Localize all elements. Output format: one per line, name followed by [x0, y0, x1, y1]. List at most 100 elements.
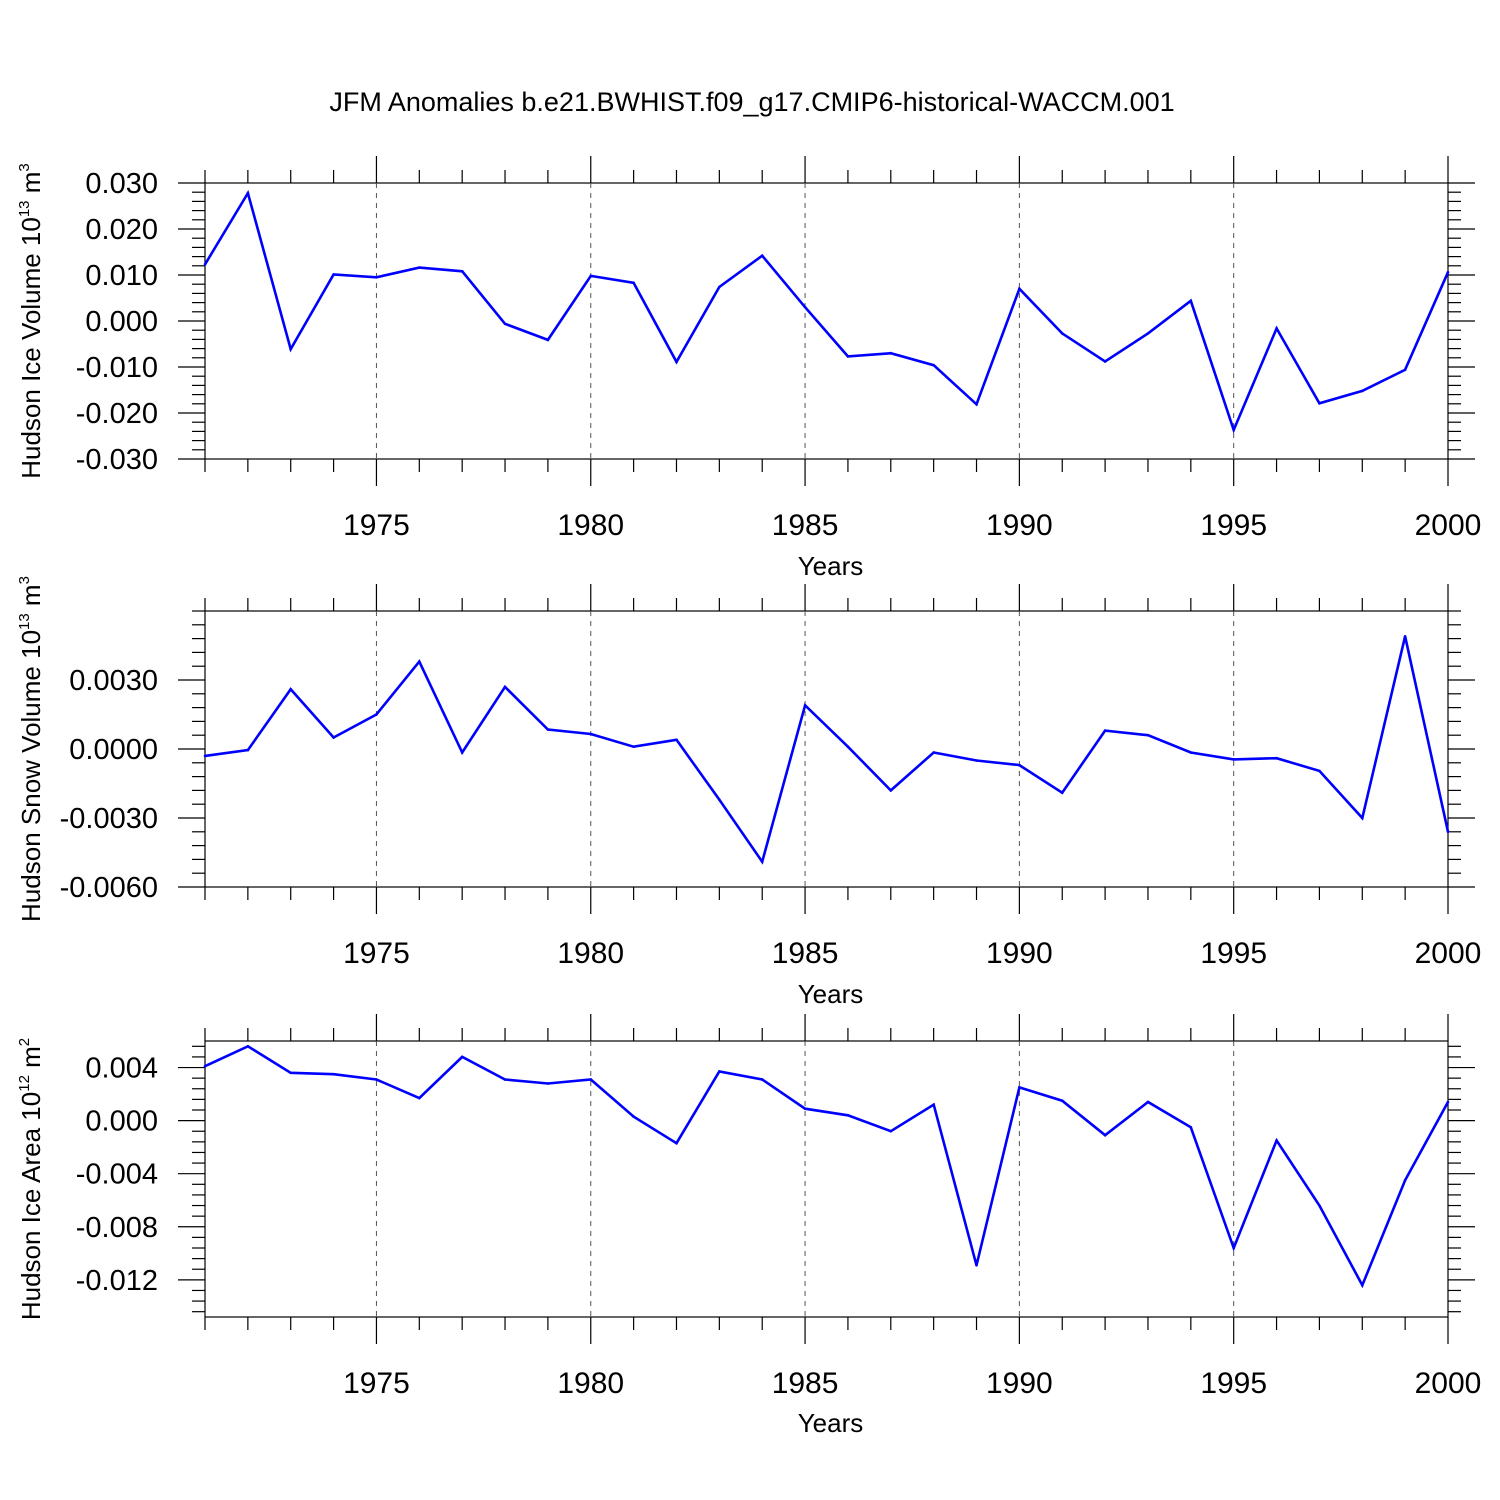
data-point — [1018, 1086, 1021, 1089]
data-point — [375, 713, 378, 716]
x-tick-label: 1995 — [1200, 1367, 1267, 1400]
data-point — [589, 1078, 593, 1081]
data-point — [203, 263, 207, 266]
y-tick-label: 0.004 — [85, 1053, 158, 1085]
data-point — [332, 1072, 335, 1076]
data-point — [1318, 402, 1321, 405]
data-point — [460, 1055, 464, 1059]
y-tick-label: -0.0030 — [60, 803, 158, 835]
data-point — [846, 1114, 850, 1117]
data-point — [375, 276, 378, 279]
data-point — [1103, 1133, 1107, 1137]
x-tick-label: 1975 — [343, 509, 410, 542]
y-tick-label: 0.0030 — [69, 665, 158, 697]
data-point — [503, 685, 507, 689]
x-axis-label: Years — [798, 979, 864, 1009]
x-tick-label: 1990 — [986, 1367, 1053, 1400]
y-tick-label: 0.020 — [85, 214, 158, 246]
data-point — [332, 736, 335, 739]
data-point — [975, 1264, 978, 1267]
data-point — [632, 1115, 635, 1118]
data-point — [246, 191, 250, 195]
y-axis-label: Hudson Ice Volume 1013 m3 — [16, 163, 46, 479]
data-point — [1189, 751, 1193, 754]
data-point — [289, 1071, 293, 1075]
x-tick-label: 1985 — [772, 1367, 839, 1400]
data-point — [1232, 1246, 1235, 1250]
data-point — [589, 732, 593, 736]
y-tick-label: -0.010 — [76, 352, 158, 384]
data-point — [1318, 769, 1321, 773]
data-point — [932, 1103, 935, 1106]
series-line — [204, 1044, 1450, 1289]
plot-panel-2: 1975 1980 1985 1990 1995 2000 0.0030 0.0000 -0.0… — [16, 576, 1481, 1009]
data-point — [889, 789, 893, 792]
data-point — [1060, 791, 1064, 794]
plot-frame — [204, 182, 1449, 460]
data-point — [289, 687, 293, 691]
data-point — [718, 285, 721, 289]
data-point — [803, 704, 807, 707]
plot-frame — [204, 1040, 1449, 1318]
data-point — [1275, 1139, 1278, 1142]
data-point — [803, 1107, 807, 1110]
data-point — [1018, 287, 1021, 291]
data-point — [418, 660, 421, 663]
x-tick-label: 1995 — [1200, 509, 1267, 542]
data-point — [246, 748, 250, 752]
data-point — [203, 754, 207, 758]
x-tick-label: 1995 — [1200, 937, 1267, 970]
x-tick-label: 1980 — [557, 937, 624, 970]
data-point — [1018, 763, 1021, 767]
y-tick-label: -0.012 — [76, 1265, 158, 1297]
data-point — [1146, 1100, 1150, 1104]
data-point — [546, 1082, 550, 1085]
data-point — [460, 270, 464, 273]
data-point — [1403, 368, 1407, 372]
data-point — [803, 305, 807, 309]
data-point — [503, 1078, 507, 1081]
data-point — [632, 745, 635, 748]
data-point — [589, 274, 593, 278]
x-tick-label: 1975 — [343, 1367, 410, 1400]
data-point — [975, 759, 978, 762]
x-axis-label: Years — [798, 1408, 864, 1438]
data-point — [289, 347, 293, 351]
y-tick-label: 0.0000 — [69, 734, 158, 766]
y-tick-label: 0.010 — [85, 260, 158, 292]
data-point — [246, 1045, 250, 1048]
x-tick-label: 1985 — [772, 509, 839, 542]
x-tick-label: 2000 — [1415, 937, 1482, 970]
y-tick-label: -0.020 — [76, 398, 158, 430]
data-point — [975, 403, 978, 406]
x-tick-label: 1985 — [772, 937, 839, 970]
data-point — [1361, 816, 1364, 820]
data-point — [1446, 830, 1450, 834]
plot-panel-1: 1975 1980 1985 1990 1995 2000 0.030 0.020 0.010 0… — [16, 156, 1481, 581]
data-point — [1446, 270, 1450, 274]
x-tick-label: 1980 — [557, 509, 624, 542]
x-tick-label: 1980 — [557, 1367, 624, 1400]
series-line — [203, 189, 1450, 434]
data-point — [1403, 1179, 1407, 1182]
y-tick-label: 0.030 — [85, 168, 158, 200]
data-point — [418, 1096, 421, 1100]
plot-frame — [204, 610, 1449, 888]
data-point — [1146, 332, 1150, 335]
data-point — [1446, 1100, 1450, 1104]
x-tick-label: 1975 — [343, 937, 410, 970]
data-point — [332, 273, 335, 276]
y-tick-label: -0.008 — [76, 1212, 158, 1244]
data-point — [718, 1070, 721, 1073]
data-point — [889, 351, 893, 355]
data-point — [460, 751, 464, 754]
data-point — [1361, 1283, 1364, 1287]
data-point — [546, 338, 550, 342]
data-point — [1189, 1126, 1193, 1129]
y-tick-label: 0.000 — [85, 306, 158, 338]
x-tick-label: 2000 — [1415, 509, 1482, 542]
data-point — [846, 355, 850, 358]
data-point — [932, 363, 935, 367]
data-point — [418, 266, 421, 269]
